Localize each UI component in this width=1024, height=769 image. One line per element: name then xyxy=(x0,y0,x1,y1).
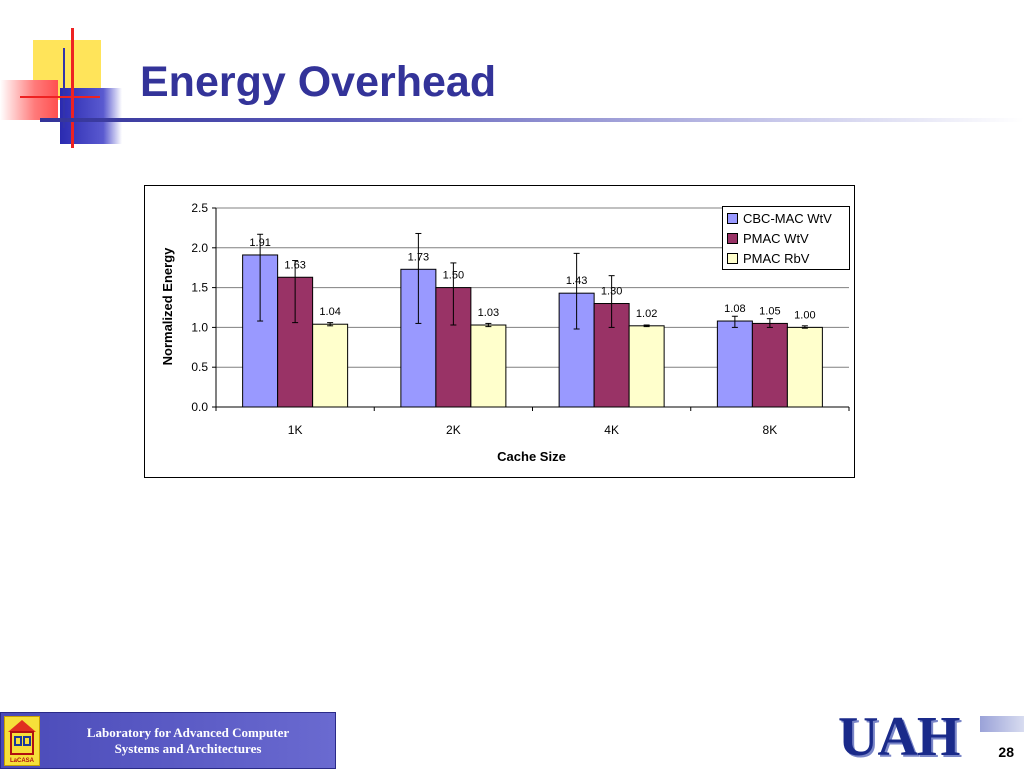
legend-item-cbc-mac-wtv: CBC-MAC WtV xyxy=(727,209,832,227)
footer-line-1: Laboratory for Advanced Computer xyxy=(86,725,290,740)
data-label: 1.05 xyxy=(759,305,780,317)
bar-pmac-rbv-2k xyxy=(470,324,507,408)
title-underline xyxy=(40,118,1024,122)
data-label: 1.03 xyxy=(478,307,499,319)
legend-swatch xyxy=(727,252,738,264)
chart-container: 0.0 0.5 1.0 1.5 2.0 2.5 1.91 1.63 1.04 1K 1.73 1.50… xyxy=(144,185,855,478)
corner-red-vertical-line xyxy=(71,28,74,148)
data-label: 1.43 xyxy=(566,275,587,287)
bar-pmac-wtv-8k xyxy=(751,322,788,408)
legend-swatch xyxy=(727,212,738,224)
x-axis-title: Cache Size xyxy=(497,449,566,464)
corner-blue-vertical-line xyxy=(63,48,65,128)
corner-red-horizontal-line xyxy=(20,96,100,98)
data-label: 1.73 xyxy=(408,251,429,263)
legend-swatch xyxy=(727,232,738,244)
lacasa-logo-text: LaCASA xyxy=(9,758,34,764)
data-label: 1.08 xyxy=(724,303,745,315)
bar-pmac-rbv-1k xyxy=(312,323,349,408)
y-axis-title: Normalized Energy xyxy=(160,247,175,366)
x-tick-label: 8K xyxy=(763,423,778,437)
bar-pmac-rbv-8k xyxy=(786,326,823,408)
data-label: 1.00 xyxy=(794,309,815,321)
bar-chart: 0.0 0.5 1.0 1.5 2.0 2.5 1.91 1.63 1.04 1K 1.73 1.50… xyxy=(160,201,850,464)
bar-pmac-rbv-4k xyxy=(628,325,665,408)
y-tick-label: 1.5 xyxy=(191,281,208,295)
footer-line-2: Systems and Architectures xyxy=(114,741,262,756)
data-label: 1.50 xyxy=(443,270,464,282)
chart-legend: CBC-MAC WtV PMAC WtV PMAC RbV xyxy=(722,206,850,270)
uah-logo-bar xyxy=(980,716,1024,732)
x-tick-label: 2K xyxy=(446,423,461,437)
house-icon xyxy=(8,720,36,755)
lacasa-logo: LaCASA xyxy=(4,716,40,766)
bar-cbc-mac-wtv-8k xyxy=(716,320,753,408)
legend-item-pmac-wtv: PMAC WtV xyxy=(727,229,809,247)
data-label: 1.63 xyxy=(284,259,305,271)
legend-label: PMAC WtV xyxy=(743,230,809,246)
uah-logo: UAH xyxy=(838,706,960,768)
page-number: 28 xyxy=(998,744,1014,760)
data-label: 1.04 xyxy=(319,306,340,318)
data-label: 1.02 xyxy=(636,308,657,320)
y-tick-label: 1.0 xyxy=(191,320,208,334)
legend-item-pmac-rbv: PMAC RbV xyxy=(727,249,809,267)
legend-label: PMAC RbV xyxy=(743,250,810,266)
y-tick-label: 0.5 xyxy=(191,360,208,374)
x-tick-label: 1K xyxy=(288,423,303,437)
y-tick-label: 2.5 xyxy=(191,201,208,215)
legend-label: CBC-MAC WtV xyxy=(743,210,832,226)
data-label: 1.30 xyxy=(601,286,622,298)
slide-title: Energy Overhead xyxy=(140,58,497,106)
corner-red-square xyxy=(0,80,58,120)
data-label: 1.91 xyxy=(249,237,270,249)
footer-lab-name: Laboratory for Advanced Computer Systems… xyxy=(41,725,335,757)
y-tick-label: 0.0 xyxy=(191,400,208,414)
footer-banner: LaCASA Laboratory for Advanced Computer … xyxy=(0,712,336,769)
x-tick-label: 4K xyxy=(604,423,619,437)
y-tick-label: 2.0 xyxy=(191,241,208,255)
